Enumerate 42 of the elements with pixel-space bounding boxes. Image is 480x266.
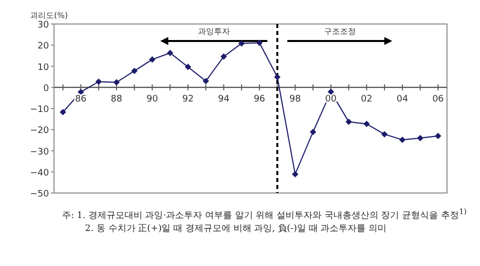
point — [417, 134, 424, 142]
y-tick-label: −50 — [30, 190, 50, 200]
y-tick-label: 20 — [38, 42, 50, 52]
x-tick-label: 88 — [110, 94, 123, 104]
point — [434, 132, 442, 140]
text: 주: 1. 경제규모대비 과잉·과소투자 여부를 알기 위해 설비투자와 국내총생산의 장기 균형식을 추정$^{1)}$ — [62, 206, 468, 223]
annotation: 구조조정 — [324, 27, 356, 36]
y-axis-title: 괴리도(%) — [30, 11, 68, 20]
point — [292, 171, 298, 178]
x-tick-label: 02 — [360, 94, 372, 104]
x-tick-label: 94 — [218, 94, 230, 104]
y-tick-label: −40 — [30, 168, 50, 178]
x-tick-label: 06 — [432, 94, 444, 104]
point — [166, 50, 174, 56]
x-tick-label: 92 — [182, 94, 194, 104]
y-tick-label: 0 — [43, 84, 50, 94]
point — [184, 64, 192, 70]
point — [238, 40, 245, 47]
point — [202, 78, 210, 84]
point — [346, 118, 352, 126]
point — [95, 78, 102, 85]
point — [131, 68, 138, 74]
point — [310, 128, 316, 136]
point — [274, 74, 280, 80]
y-tick-label: 30 — [38, 20, 50, 30]
x-tick-label: 96 — [254, 94, 266, 104]
x-tick-label: 98 — [289, 94, 302, 104]
point — [113, 79, 120, 86]
point — [220, 53, 227, 60]
y-tick-label: −10 — [30, 105, 50, 115]
annotation: 과잉투자 — [198, 27, 230, 36]
point — [399, 136, 406, 143]
x-tick-label: 04 — [396, 94, 408, 104]
y-tick-label: −30 — [30, 147, 50, 158]
x-tick-label: 86 — [75, 94, 87, 104]
point — [363, 120, 370, 128]
y-tick-label: −20 — [30, 126, 50, 136]
point — [256, 40, 263, 46]
x-tick-label: 90 — [146, 94, 158, 104]
text: 2. 동 수치가 正(+)일 때 경제규모에 비해 과잉, 負(-)일 때 과소투자를 의미 — [84, 223, 388, 236]
point — [60, 108, 66, 116]
y-tick-label: 10 — [38, 62, 50, 73]
